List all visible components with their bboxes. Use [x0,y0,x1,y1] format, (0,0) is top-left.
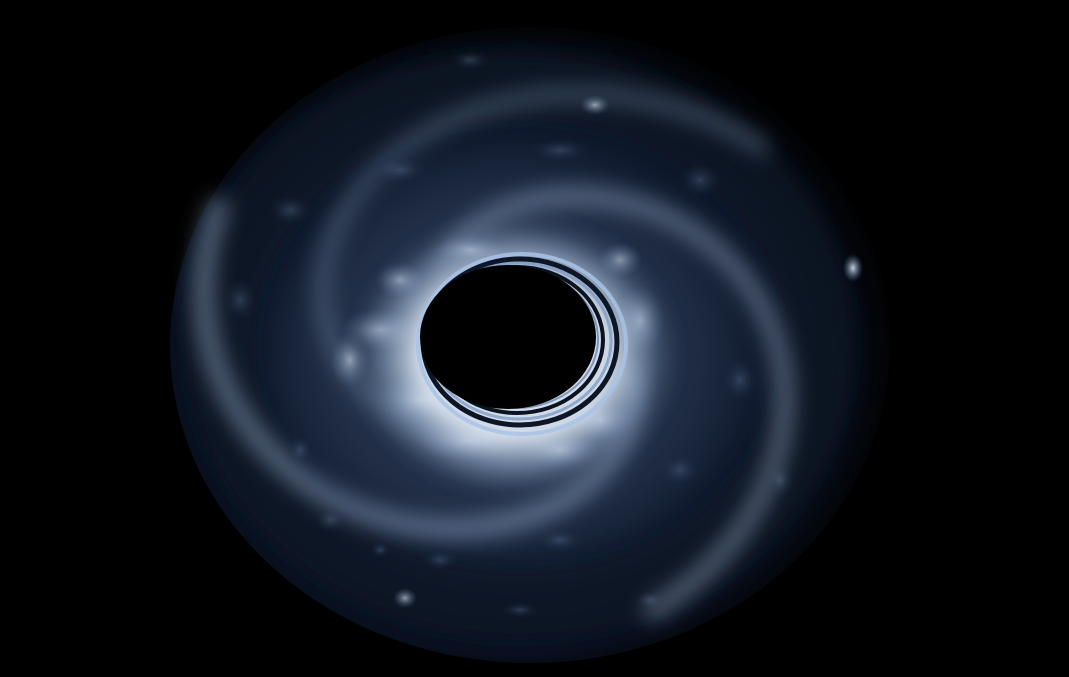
cloud-blob [660,454,700,486]
cloud-blob [288,436,312,464]
cloud-blob [450,50,490,70]
cloud-blob [766,462,794,498]
cloud-blob [268,194,312,226]
cloud-blob [502,602,538,618]
cloud-blob [530,138,590,162]
cloud-blob [722,358,758,402]
cloud-blob [580,95,610,115]
cloud-blob [634,590,666,610]
cloud-blob [372,156,428,184]
cloud-blob [393,588,417,608]
cloud-blob [422,550,458,570]
cloud-blob [222,278,258,322]
cloud-blob [314,508,346,532]
center-hole [420,265,596,409]
cloud-blob [536,528,584,552]
bright-spot [843,254,863,282]
cloud-blob [678,162,722,198]
cloud-blob [370,542,390,558]
